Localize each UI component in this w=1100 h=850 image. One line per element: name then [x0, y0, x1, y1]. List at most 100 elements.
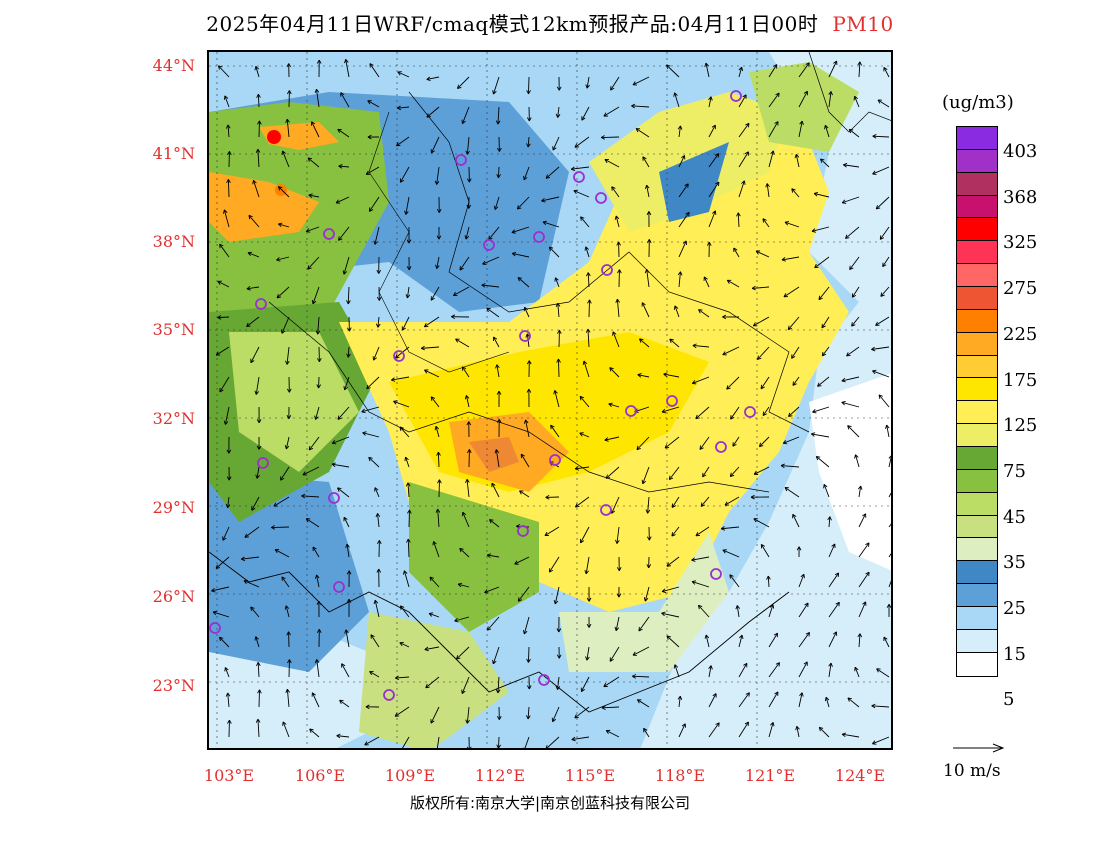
wind-vector	[678, 155, 686, 168]
wind-vector	[343, 516, 350, 528]
wind-vector	[337, 406, 350, 420]
wind-vector	[554, 277, 560, 288]
wind-vector	[580, 216, 590, 228]
wind-vector	[854, 666, 860, 678]
lat-label-23n: 23°N	[152, 676, 195, 695]
wind-vector	[434, 425, 440, 438]
wind-vector	[495, 106, 501, 125]
wind-vector	[610, 76, 620, 91]
wind-vector	[615, 526, 620, 544]
wind-vector	[858, 571, 870, 588]
wind-vector	[632, 674, 650, 679]
lat-label-44n: 44°N	[152, 56, 195, 75]
wind-vector	[768, 64, 778, 78]
wind-vector	[823, 484, 830, 498]
station-marker	[533, 231, 545, 243]
wind-vector	[857, 485, 863, 498]
colorbar-tick-label: 25	[1003, 598, 1026, 619]
wind-vector	[815, 455, 830, 468]
wind-vector	[426, 76, 440, 82]
wind-vector	[784, 487, 800, 498]
wind-vector	[486, 553, 500, 558]
colorbar-swatch	[957, 127, 997, 150]
station-marker	[483, 239, 495, 251]
wind-vector	[854, 454, 860, 468]
wind-vector	[436, 226, 442, 240]
wind-vector	[780, 463, 800, 469]
station-marker	[549, 454, 561, 466]
wind-vector	[579, 432, 590, 438]
wind-vector	[493, 336, 500, 348]
wind-vector	[336, 733, 350, 739]
title-text: 2025年04月11日WRF/cmaq模式12km预报产品:04月11日00时	[206, 12, 819, 36]
wind-vector	[277, 186, 290, 198]
wind-vector	[405, 286, 411, 299]
colorbar-tick-label: 225	[1003, 323, 1038, 345]
wind-vector	[796, 546, 802, 558]
wind-vector	[768, 121, 779, 138]
copyright-text: 版权所有:南京大学|南京创蓝科技有限公司	[409, 794, 691, 812]
wind-vector	[768, 632, 778, 648]
wind-vector	[708, 181, 720, 198]
wind-vector	[708, 665, 713, 678]
wind-vector	[495, 676, 501, 694]
wind-vector	[752, 316, 770, 327]
wind-vector	[526, 676, 532, 690]
wind-vector	[762, 218, 770, 228]
wind-vector	[587, 299, 592, 318]
station-marker	[715, 441, 727, 453]
wind-vector	[285, 688, 290, 708]
wind-vector	[519, 490, 530, 498]
wind-vector	[603, 676, 620, 688]
wind-vector	[782, 436, 800, 445]
wind-vector	[368, 196, 380, 212]
wind-vector	[885, 424, 890, 438]
wind-vector	[586, 272, 591, 288]
wind-vector	[750, 494, 770, 500]
wind-vector	[857, 633, 863, 648]
colorbar-tick-label: 175	[1003, 369, 1038, 391]
wind-vector	[280, 466, 290, 481]
wind-vector	[455, 338, 470, 348]
wind-vector	[646, 239, 652, 258]
wind-vector	[542, 220, 560, 228]
wind-vector	[828, 543, 836, 558]
wind-vector	[376, 540, 382, 558]
wind-vector	[486, 307, 500, 318]
wind-vector	[605, 466, 620, 479]
wind-vector	[883, 636, 890, 648]
wind-vector	[548, 246, 560, 258]
wind-vector	[673, 92, 680, 108]
wind-vector	[757, 346, 770, 360]
colorbar-tick-label: 125	[1003, 415, 1038, 437]
wind-vector	[316, 629, 322, 648]
wind-vector	[557, 329, 562, 348]
wind-vector	[643, 727, 650, 738]
wind-vector	[316, 600, 322, 618]
wind-vector	[753, 518, 770, 528]
wind-vector	[482, 256, 500, 265]
wind-vector	[367, 134, 380, 140]
wind-vector	[428, 612, 440, 618]
wind-vector	[883, 66, 890, 78]
wind-vector	[254, 65, 260, 78]
station-marker	[393, 350, 405, 362]
wind-vector	[256, 406, 262, 424]
wind-vector	[276, 256, 290, 262]
wind-vector	[397, 71, 410, 78]
wind-vector	[424, 369, 440, 378]
wind-vector	[274, 549, 290, 558]
wind-vector	[223, 95, 230, 108]
wind-vector	[331, 436, 350, 445]
wind-vector	[403, 570, 410, 588]
wind-vector	[849, 256, 860, 271]
wind-vector	[217, 65, 230, 78]
wind-vector	[545, 736, 560, 748]
colorbar-swatch	[957, 652, 997, 676]
wind-vector	[526, 360, 532, 378]
wind-vector	[459, 547, 470, 558]
wind-vector	[337, 487, 350, 498]
lon-label-109e: 109°E	[384, 766, 436, 785]
wind-vector	[285, 118, 290, 138]
wind-vector	[781, 256, 800, 262]
